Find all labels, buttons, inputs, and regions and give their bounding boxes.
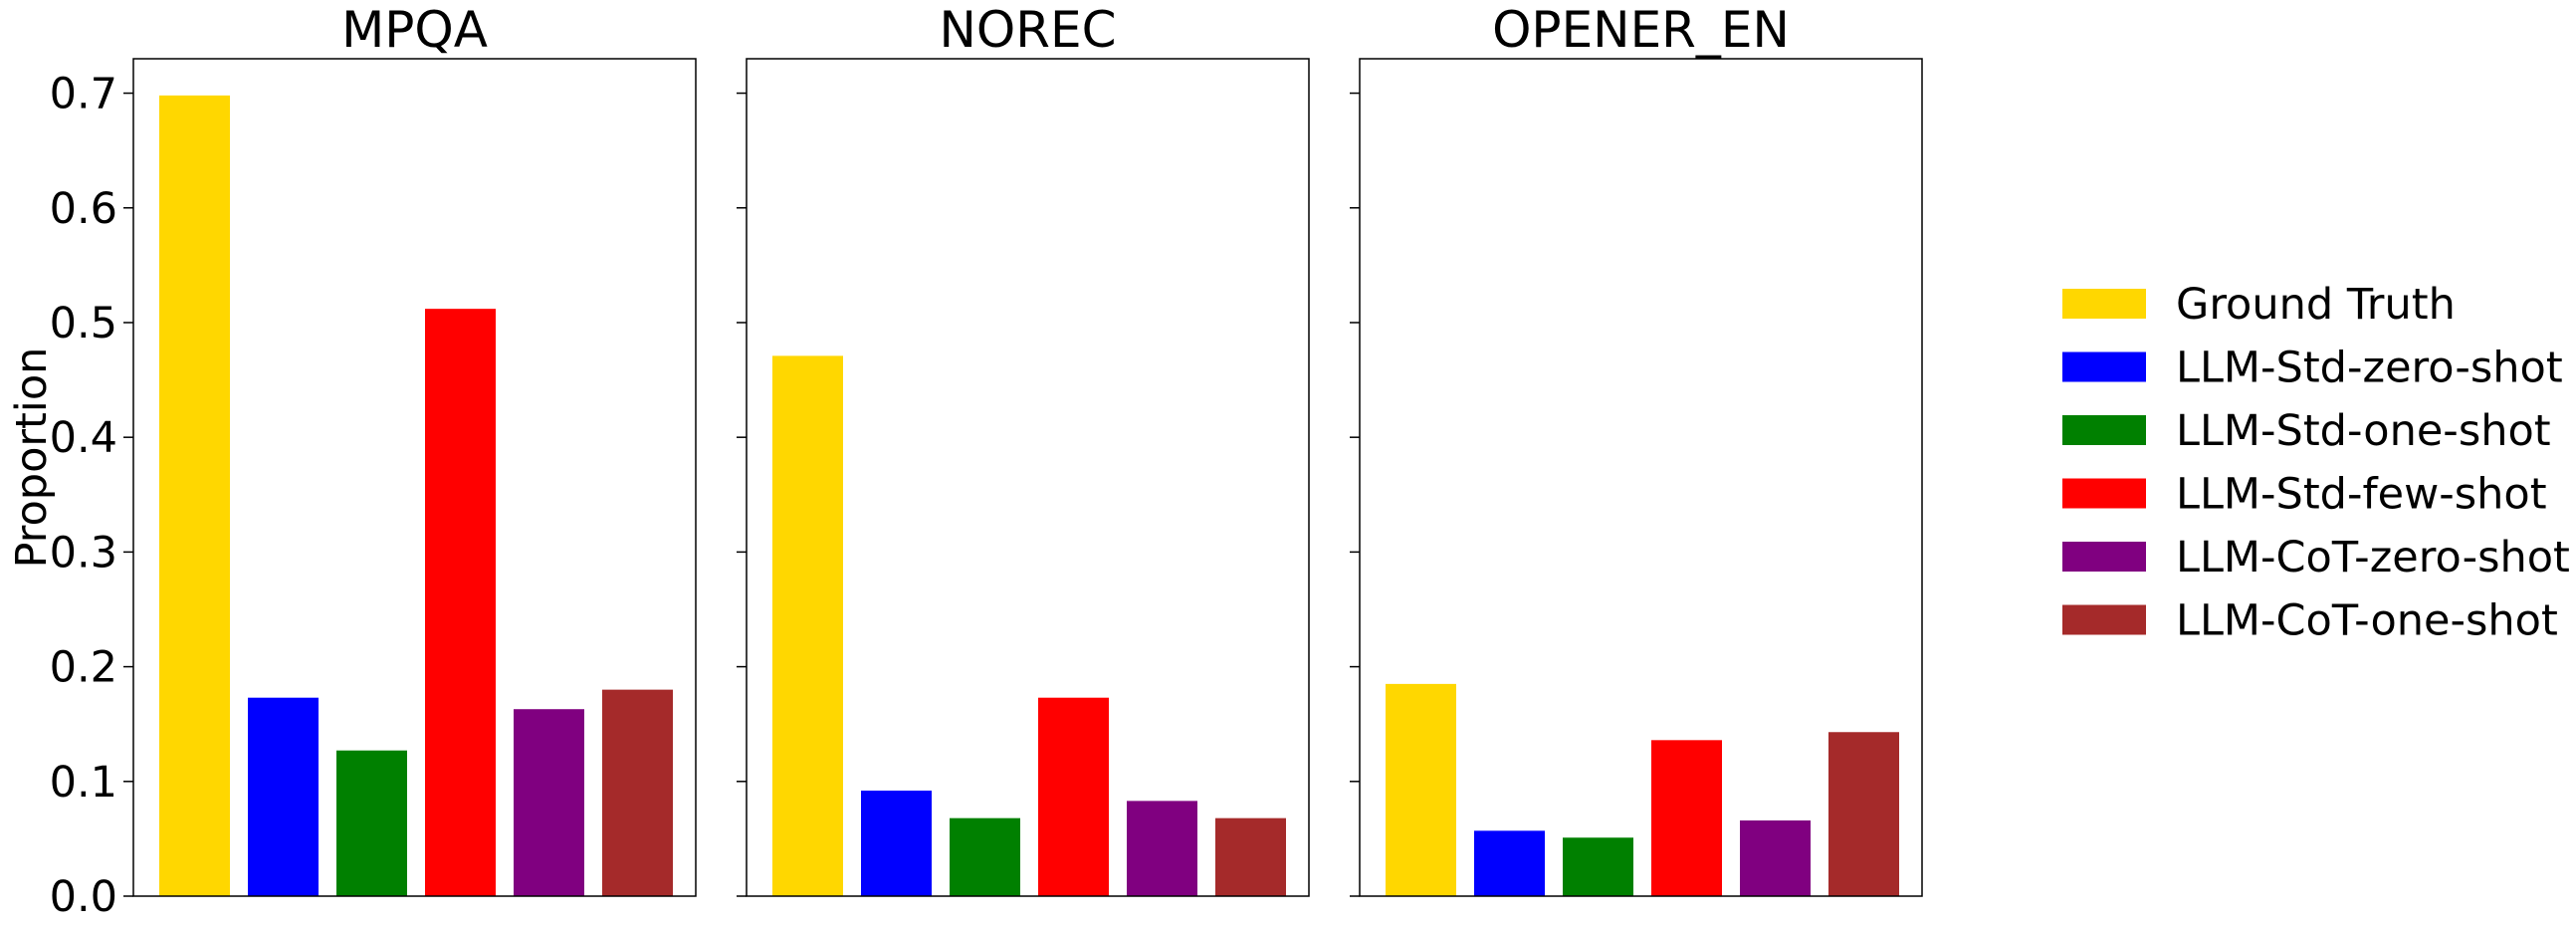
panel-title: MPQA [341, 1, 488, 59]
panel-title: OPENER_EN [1492, 1, 1790, 59]
legend-label: Ground Truth [2176, 280, 2456, 330]
bar-2-3 [1651, 740, 1722, 896]
bar-0-0 [159, 95, 230, 897]
plot-frame [132, 58, 697, 897]
y-tick-label: 0.1 [50, 758, 117, 808]
y-tick-label: 0.5 [50, 299, 117, 349]
panel-0: 0.0 0.1 0.2 0.3 0.4 0.5 0.6 0.7 MPQA [50, 1, 697, 922]
bar-2-5 [1828, 732, 1899, 896]
legend-swatch [2062, 351, 2146, 382]
bar-2-0 [1386, 683, 1456, 896]
bar-1-3 [1038, 697, 1109, 896]
panels-layer: 0.0 0.1 0.2 0.3 0.4 0.5 0.6 0.7 MPQA NOREC OPENER_… [7, 1, 1923, 922]
bar-0-4 [514, 709, 584, 896]
plot-frame [746, 58, 1310, 897]
y-tick-label: 0.2 [50, 643, 117, 693]
legend-swatch [2062, 289, 2146, 319]
bar-1-4 [1127, 801, 1197, 896]
bar-1-0 [772, 355, 843, 896]
legend-label: LLM-Std-one-shot [2176, 406, 2551, 456]
bar-0-1 [248, 697, 319, 896]
panel-title: NOREC [939, 1, 1116, 59]
legend-label: LLM-Std-few-shot [2176, 470, 2547, 520]
bar-1-1 [861, 791, 932, 896]
bar-1-5 [1215, 817, 1286, 896]
legend-swatch [2062, 604, 2146, 635]
y-tick-label: 0.6 [50, 184, 117, 234]
bar-1-2 [950, 817, 1020, 896]
bar-0-3 [425, 309, 496, 896]
y-tick-label: 0.3 [50, 528, 117, 578]
legend: Ground Truth LLM-Std-zero-shot LLM-Std-one… [2062, 280, 2570, 646]
legend-swatch [2062, 415, 2146, 445]
plot-frame [1359, 58, 1923, 897]
y-tick-label: 0.0 [50, 872, 117, 922]
y-tick-label: 0.7 [50, 70, 117, 119]
panel-1: NOREC [737, 1, 1310, 897]
legend-label: LLM-Std-zero-shot [2176, 344, 2563, 393]
bar-2-1 [1474, 830, 1545, 896]
bar-0-2 [336, 750, 407, 896]
legend-swatch [2062, 478, 2146, 509]
y-tick-label: 0.4 [50, 413, 117, 463]
legend-swatch [2062, 542, 2146, 572]
legend-label: LLM-CoT-zero-shot [2176, 533, 2570, 582]
legend-label: LLM-CoT-one-shot [2176, 596, 2558, 646]
y-axis-label: Proportion [7, 348, 57, 569]
panel-2: OPENER_EN [1350, 1, 1923, 897]
bar-0-5 [602, 689, 673, 896]
bar-2-4 [1740, 819, 1811, 896]
bar-2-2 [1563, 837, 1633, 896]
